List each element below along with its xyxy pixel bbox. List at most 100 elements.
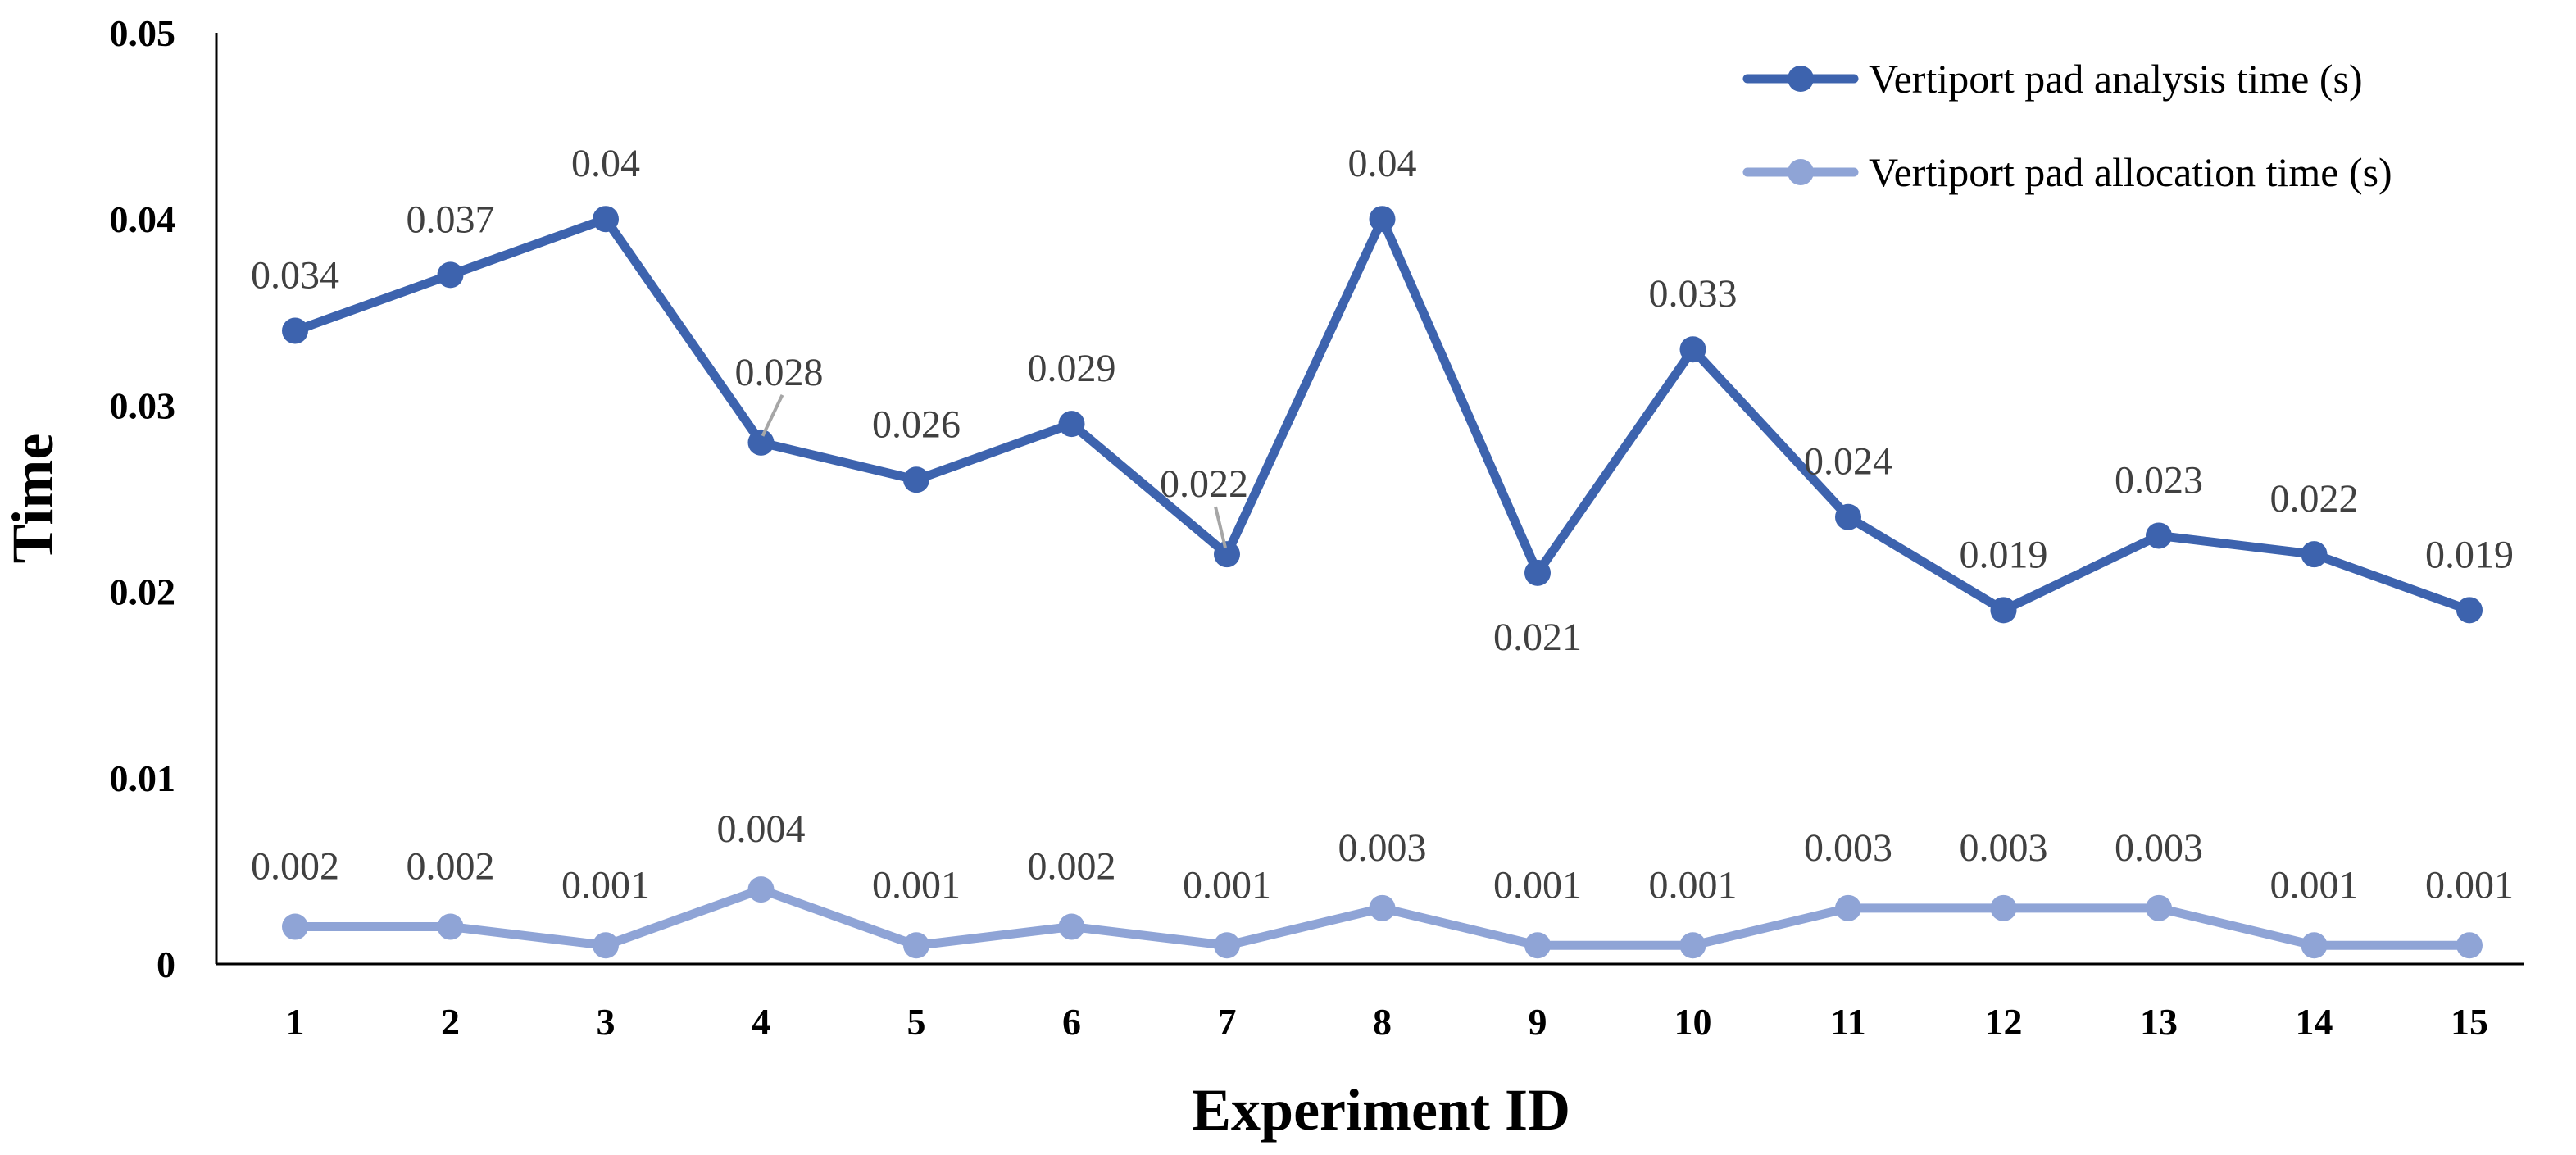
data-point xyxy=(282,317,308,344)
data-label: 0.002 xyxy=(251,845,339,889)
data-label: 0.001 xyxy=(1649,863,1738,907)
data-point xyxy=(282,913,308,940)
y-tick-labels: 0 0.01 0.02 0.03 0.04 0.05 xyxy=(110,12,176,985)
data-point xyxy=(593,206,619,233)
data-point xyxy=(903,466,929,493)
series-layer xyxy=(282,206,2483,959)
data-label: 0.001 xyxy=(561,863,650,907)
data-label: 0.001 xyxy=(1183,863,1271,907)
chart-axes xyxy=(215,33,2524,966)
y-axis-title: Time xyxy=(0,434,66,564)
data-point xyxy=(1369,206,1396,233)
data-label: 0.019 xyxy=(2425,533,2514,576)
data-point xyxy=(1835,503,1861,530)
data-point xyxy=(1990,597,2017,624)
y-tick-label: 0 xyxy=(157,944,175,985)
data-point xyxy=(747,429,775,456)
data-label: 0.001 xyxy=(872,863,961,907)
data-point xyxy=(747,876,775,903)
data-point xyxy=(2146,522,2172,549)
data-point xyxy=(1679,932,1706,959)
legend-item-2: Vertiport pad allocation time (s) xyxy=(1742,149,2392,195)
data-label: 0.019 xyxy=(1960,533,2048,576)
series-2 xyxy=(282,876,2483,959)
x-tick-labels: 1 2 3 4 5 6 7 8 9 10 11 12 13 14 15 xyxy=(286,1001,2489,1043)
data-point xyxy=(593,932,619,959)
x-tick-label: 8 xyxy=(1373,1001,1392,1043)
data-point xyxy=(437,261,464,289)
data-label: 0.002 xyxy=(407,845,495,889)
data-point xyxy=(1679,336,1706,363)
data-point xyxy=(2456,932,2483,959)
data-label: 0.034 xyxy=(251,254,339,298)
data-label: 0.002 xyxy=(1028,845,1116,889)
x-tick-label: 15 xyxy=(2451,1001,2488,1043)
data-label: 0.029 xyxy=(1028,347,1116,390)
y-tick-label: 0.04 xyxy=(110,198,176,240)
y-tick-label: 0.01 xyxy=(110,757,176,799)
data-point xyxy=(1990,894,2017,921)
data-label: 0.003 xyxy=(1804,826,1892,870)
x-tick-label: 7 xyxy=(1218,1001,1237,1043)
legend-item-1: Vertiport pad analysis time (s) xyxy=(1742,56,2363,102)
data-label: 0.001 xyxy=(2270,863,2359,907)
x-tick-label: 12 xyxy=(1985,1001,2023,1043)
x-tick-label: 1 xyxy=(286,1001,305,1043)
legend-marker xyxy=(1788,66,1814,92)
x-tick-label: 9 xyxy=(1529,1001,1547,1043)
x-tick-label: 10 xyxy=(1674,1001,1712,1043)
chart-legend: Vertiport pad analysis time (s) Vertiport… xyxy=(1742,56,2392,195)
x-tick-label: 3 xyxy=(597,1001,616,1043)
x-tick-label: 6 xyxy=(1062,1001,1081,1043)
data-label: 0.022 xyxy=(1160,462,1248,506)
data-label: 0.021 xyxy=(1493,616,1582,659)
data-label: 0.022 xyxy=(2270,477,2359,521)
data-label: 0.003 xyxy=(2115,826,2203,870)
data-label-leader xyxy=(761,393,784,437)
x-tick-label: 2 xyxy=(441,1001,460,1043)
legend-marker xyxy=(1788,159,1814,185)
data-label: 0.004 xyxy=(717,807,806,851)
data-point xyxy=(2146,894,2172,921)
x-axis-title: Experiment ID xyxy=(1192,1077,1570,1143)
data-label: 0.037 xyxy=(407,198,495,241)
data-point xyxy=(903,932,929,959)
data-labels-layer: 0.034 0.037 0.04 0.028 0.026 0.029 0.022 0.04 0.… xyxy=(251,142,2514,907)
data-label: 0.033 xyxy=(1649,272,1738,316)
x-tick-label: 11 xyxy=(1830,1001,1865,1043)
data-point xyxy=(1369,894,1396,921)
data-point xyxy=(2301,932,2328,959)
data-point xyxy=(1524,932,1551,959)
legend-label: Vertiport pad analysis time (s) xyxy=(1869,56,2363,102)
data-label: 0.04 xyxy=(571,142,640,185)
series-line xyxy=(290,214,2474,615)
x-tick-label: 4 xyxy=(752,1001,770,1043)
data-point xyxy=(1214,541,1240,568)
data-label: 0.001 xyxy=(1493,863,1582,907)
y-tick-label: 0.03 xyxy=(110,384,176,426)
data-label: 0.003 xyxy=(1960,826,2048,870)
data-point xyxy=(2301,541,2328,568)
data-label: 0.023 xyxy=(2115,458,2203,502)
x-tick-label: 13 xyxy=(2140,1001,2178,1043)
series-1 xyxy=(282,206,2483,624)
x-tick-label: 14 xyxy=(2296,1001,2333,1043)
data-label-leader xyxy=(1214,506,1227,548)
data-label: 0.04 xyxy=(1348,142,1417,185)
legend-label: Vertiport pad allocation time (s) xyxy=(1869,149,2392,195)
data-label: 0.028 xyxy=(735,351,824,394)
data-point xyxy=(1058,913,1085,940)
data-point xyxy=(1214,932,1240,959)
data-label: 0.003 xyxy=(1338,826,1427,870)
data-label: 0.001 xyxy=(2425,863,2514,907)
y-tick-label: 0.05 xyxy=(110,12,176,54)
data-point xyxy=(1835,894,1861,921)
x-tick-label: 5 xyxy=(907,1001,926,1043)
data-label: 0.024 xyxy=(1804,440,1892,484)
data-point xyxy=(2456,597,2483,624)
data-point xyxy=(1058,411,1085,438)
data-point xyxy=(437,913,464,940)
data-label: 0.026 xyxy=(872,402,961,446)
y-tick-label: 0.02 xyxy=(110,571,176,613)
